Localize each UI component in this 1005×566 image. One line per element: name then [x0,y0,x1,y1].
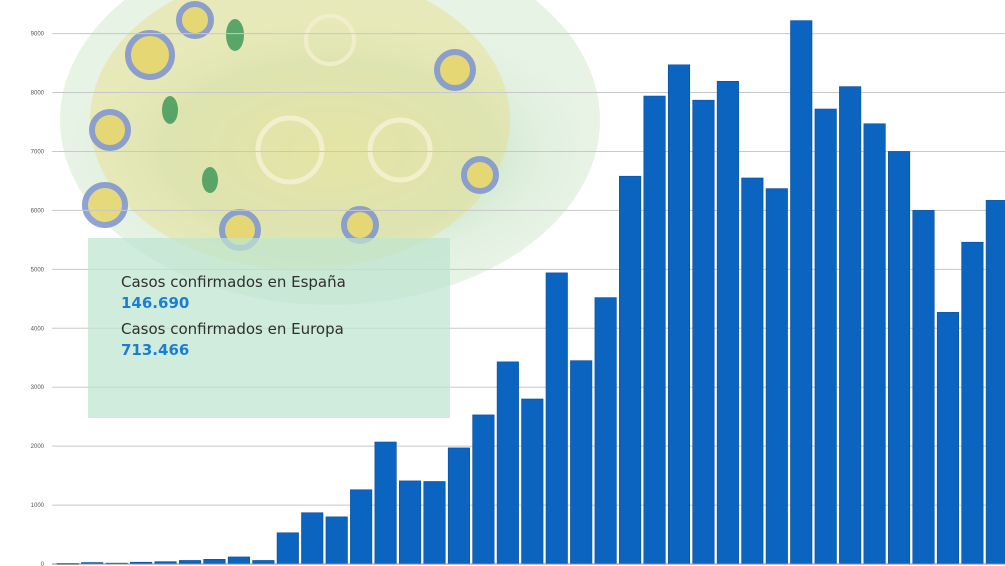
bar [178,560,202,565]
bar [912,210,935,565]
bar [521,398,544,565]
bar [619,175,642,565]
y-tick-labels: 0 1000 2000 3000 4000 5000 6000 7000 8000 9000 [31,32,45,566]
bar [667,64,691,565]
y-tick-label: 9000 [31,32,45,38]
info-box: Casos confirmados en España 146.690 Caso… [88,238,450,418]
bar [790,20,813,565]
y-tick-label: 6000 [31,208,45,214]
bar [472,414,495,565]
bar [301,512,324,565]
europe-cases-value: 713.466 [121,341,190,359]
bar [961,241,984,565]
bar [252,560,275,565]
bar-series [56,20,1005,565]
bar [350,489,373,565]
bar [887,151,911,565]
bar [643,95,666,565]
bar [570,360,593,565]
bar [741,177,764,565]
bar [423,481,446,565]
bar [985,200,1005,565]
bar [545,272,568,565]
bar [936,312,960,565]
bar [692,99,715,565]
bar [203,558,226,565]
bar [325,516,348,565]
bar [716,81,739,565]
y-tick-label: 5000 [31,267,45,273]
bar [398,480,422,565]
bar [594,297,617,565]
bar [276,532,299,565]
bar [814,108,837,565]
bar [765,188,788,565]
bar [863,123,886,565]
bar [227,556,250,565]
y-tick-label: 1000 [31,503,45,509]
bar [839,86,862,565]
spain-cases-value: 146.690 [121,294,190,312]
y-tick-label: 7000 [31,149,45,155]
y-tick-label: 4000 [31,326,45,332]
europe-cases-label: Casos confirmados en Europa [121,320,344,338]
y-tick-label: 3000 [31,385,45,391]
y-tick-label: 2000 [31,444,45,450]
bar [374,441,397,565]
y-tick-label: 0 [41,562,45,566]
bar [496,361,519,565]
bar [447,447,471,565]
spain-cases-label: Casos confirmados en España [121,273,346,291]
y-tick-label: 8000 [31,91,45,97]
